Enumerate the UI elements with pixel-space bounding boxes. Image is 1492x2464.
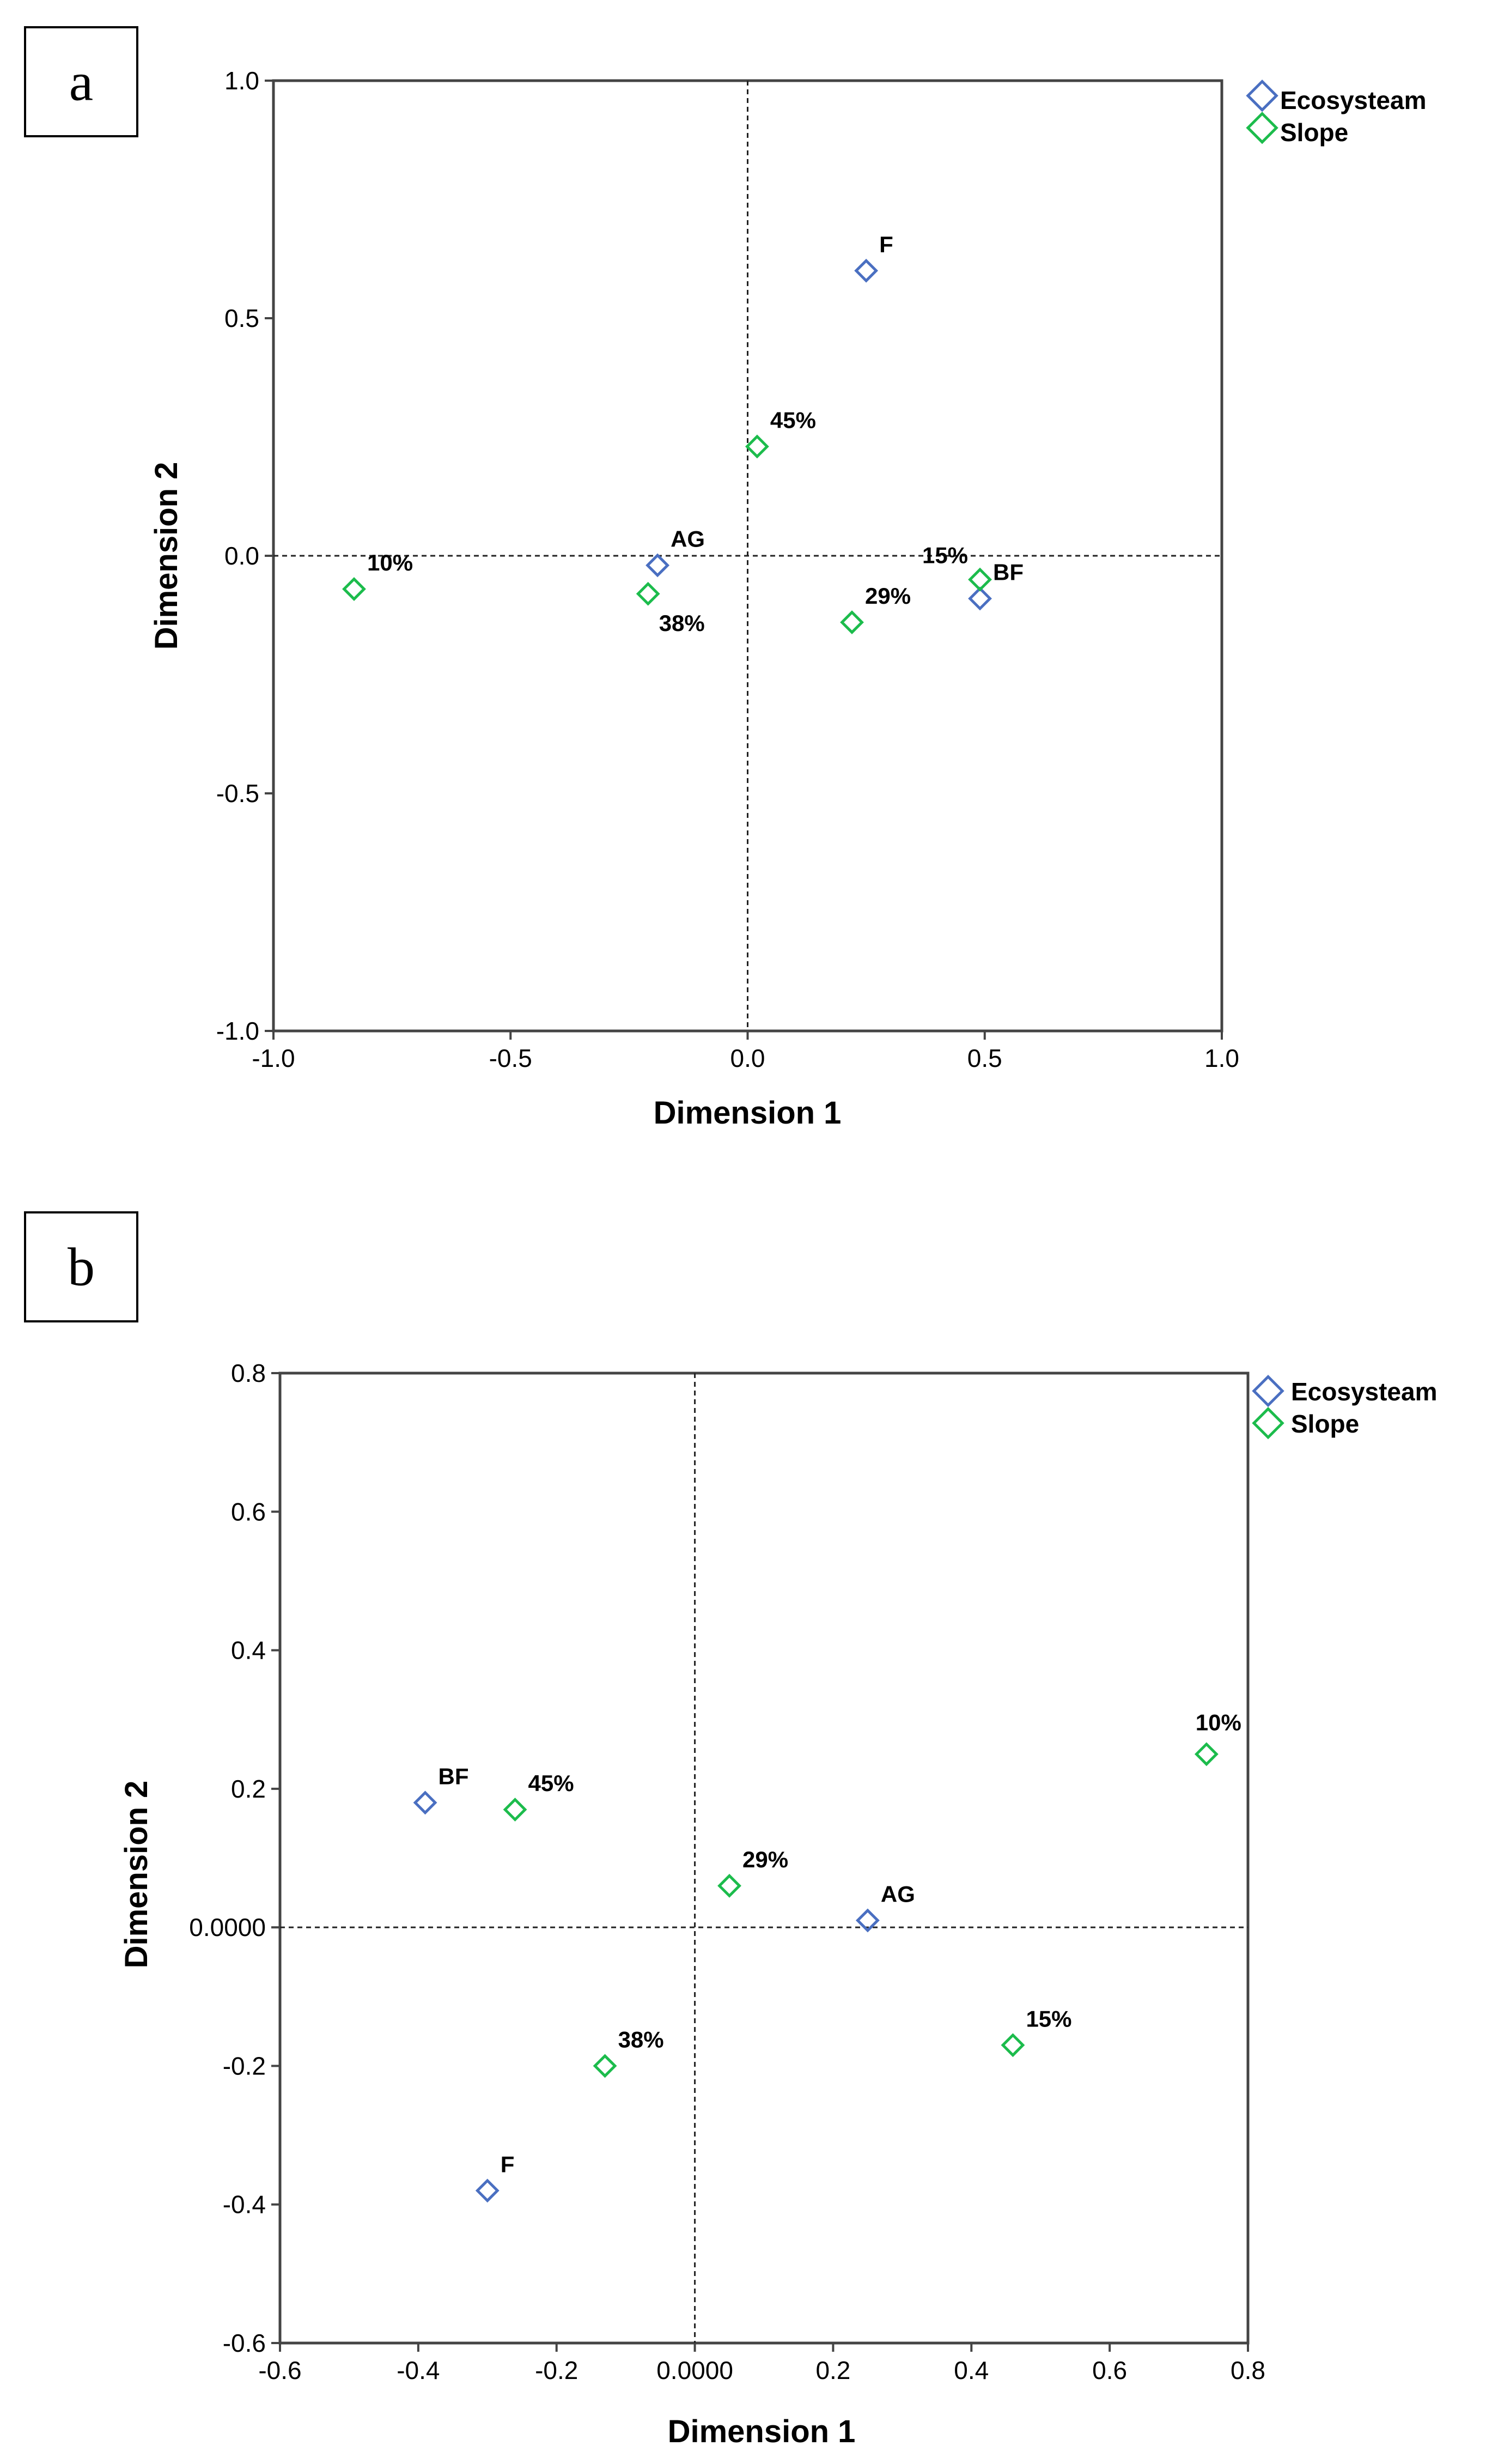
y-axis-title: Dimension 2 [119,1781,154,1969]
point-marker-slope-45pct [745,434,769,459]
x-tick-label: 0.2 [815,2356,850,2384]
legend-marker-slope [1246,111,1278,144]
x-tick-label: 0.6 [1092,2356,1127,2384]
point-marker-ecosysteam-bf [413,1791,437,1815]
x-tick-label: 0.0000 [656,2356,733,2384]
point-marker-slope-10pct [1194,1742,1219,1767]
point-label-38pct: 38% [659,610,705,636]
legend: Ecosysteam Slope [1252,1375,1438,1440]
point-marker-ecosysteam-f [854,258,879,283]
x-tick-label: -1.0 [252,1044,295,1072]
x-axis-ticks: -0.6 -0.4 -0.2 0.0000 0.2 0.4 0.6 0.8 [258,2343,1265,2384]
panel-a: a -1.0 -0.5 0.0 0.5 1.0 -1.0 -0.5 0.0 0.5 1.0 F A… [24,26,1427,1131]
reference-lines [280,1373,1248,2343]
legend: Ecosysteam Slope [1246,79,1427,147]
point-label-29pct: 29% [865,583,911,609]
legend-label-ecosysteam: Ecosysteam [1291,1377,1438,1406]
point-marker-ecosysteam-bf [968,586,992,611]
point-label-f: F [879,232,893,257]
x-tick-label: 0.5 [967,1044,1002,1072]
point-marker-ecosysteam-f [475,2178,500,2203]
point-label-10pct: 10% [367,550,413,575]
panel-label: b [68,1237,95,1297]
legend-marker-slope [1252,1407,1284,1440]
point-marker-slope-29pct [840,610,864,635]
y-tick-label: 0.0 [224,542,259,570]
data-points: F AG BF 45% 10% 38% 29% 15% [342,232,1024,636]
point-label-bf: BF [439,1763,469,1789]
x-axis-title: Dimension 1 [668,2414,856,2449]
y-axis-title: Dimension 2 [149,462,184,650]
x-tick-label: 0.4 [954,2356,989,2384]
reference-lines [273,81,1222,1031]
point-label-38pct: 38% [618,2026,664,2052]
point-marker-ecosysteam-ag [855,1908,880,1933]
point-marker-slope-38pct [636,581,660,606]
point-label-10pct: 10% [1196,1709,1241,1735]
legend-label-ecosysteam: Ecosysteam [1280,86,1427,114]
y-tick-label: 1.0 [224,66,259,95]
x-tick-label: 0.8 [1231,2356,1265,2384]
x-axis-ticks: -1.0 -0.5 0.0 0.5 1.0 [252,1031,1239,1072]
legend-marker-ecosysteam [1252,1375,1284,1407]
panel-label: a [69,52,93,112]
point-label-15pct: 15% [1026,2006,1071,2031]
x-tick-label: -0.6 [258,2356,301,2384]
y-tick-label: -0.4 [223,2190,266,2219]
point-marker-slope-45pct [503,1798,527,1822]
y-axis-ticks: -0.6 -0.4 -0.2 0.0000 0.2 0.4 0.6 0.8 [189,1359,280,2357]
y-tick-label: -0.6 [223,2329,266,2357]
point-marker-slope-10pct [342,577,366,601]
y-tick-label: 0.5 [224,304,259,332]
point-label-f: F [501,2151,515,2177]
y-tick-label: 0.4 [231,1636,266,1665]
x-tick-label: -0.4 [397,2356,440,2384]
point-label-bf: BF [993,559,1024,585]
point-label-45pct: 45% [528,1770,574,1796]
plot-area [278,1371,1250,2345]
legend-marker-ecosysteam [1246,79,1278,112]
point-marker-slope-15pct [968,567,992,592]
data-points: BF AG F 45% 10% 29% 38% 15% [413,1709,1241,2203]
y-tick-label: 0.2 [231,1775,266,1803]
legend-label-slope: Slope [1291,1410,1359,1438]
y-tick-label: -0.5 [216,779,259,808]
point-label-15pct: 15% [922,543,968,568]
y-tick-label: 0.8 [231,1359,266,1387]
panel-label-box [24,1211,138,1322]
point-label-29pct: 29% [742,1847,788,1872]
y-axis-ticks: -1.0 -0.5 0.0 0.5 1.0 [216,66,273,1045]
point-label-ag: AG [881,1881,915,1907]
panel-label-box [24,26,138,137]
point-marker-ecosysteam-ag [645,553,670,578]
point-marker-slope-29pct [717,1873,741,1898]
point-label-ag: AG [671,526,705,551]
y-tick-label: -1.0 [216,1017,259,1045]
y-tick-label: 0.6 [231,1497,266,1526]
y-tick-label: -0.2 [223,2052,266,2080]
y-tick-label: 0.0000 [189,1913,266,1941]
legend-label-slope: Slope [1280,118,1348,147]
x-tick-label: 0.0 [730,1044,765,1072]
x-axis-title: Dimension 1 [654,1095,842,1131]
point-marker-slope-15pct [1001,2033,1025,2058]
x-tick-label: -0.5 [489,1044,532,1072]
x-tick-label: -0.2 [535,2356,578,2384]
point-label-45pct: 45% [770,407,816,433]
x-tick-label: 1.0 [1204,1044,1239,1072]
point-marker-slope-38pct [593,2054,617,2078]
